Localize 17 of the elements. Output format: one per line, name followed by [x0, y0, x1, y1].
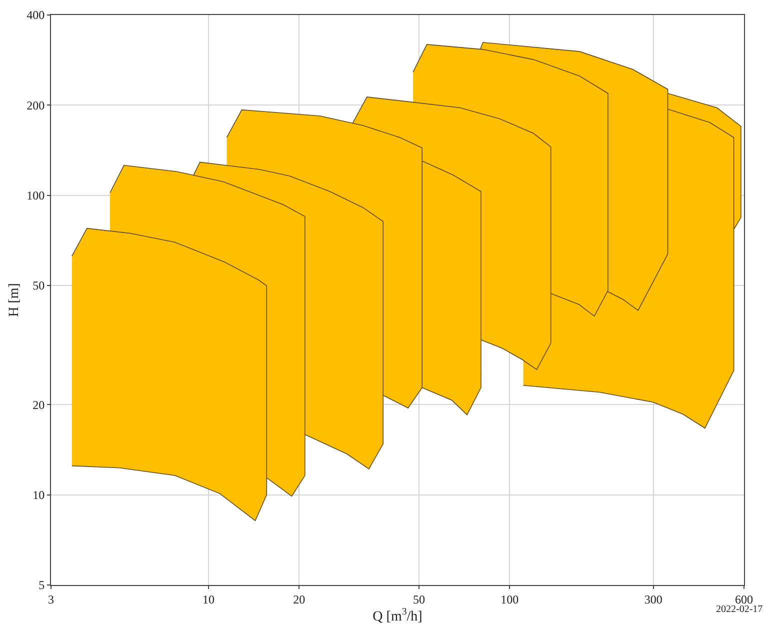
y-tick-label: 5 [38, 578, 45, 592]
x-tick-label: 20 [293, 592, 306, 606]
x-tick-label: 3 [48, 592, 54, 606]
y-tick-label: 50 [32, 278, 45, 293]
x-tick-label: 50 [412, 592, 425, 606]
y-tick-label: 100 [26, 188, 45, 203]
x-tick-label: 300 [644, 592, 662, 606]
y-tick-label: 400 [26, 8, 45, 22]
y-tick-label: 20 [32, 398, 45, 412]
y-axis-title: H [m] [7, 283, 22, 317]
x-tick-label: 600 [735, 592, 753, 606]
text: 2022-02-17 [716, 604, 763, 615]
x-tick-label: 10 [202, 592, 214, 606]
y-tick-label: 10 [32, 488, 45, 502]
x-tick-label: 100 [500, 592, 519, 606]
x-axis-title: Q [m$^{3}$/h] [372, 606, 422, 624]
y-tick-label: 200 [26, 98, 45, 112]
